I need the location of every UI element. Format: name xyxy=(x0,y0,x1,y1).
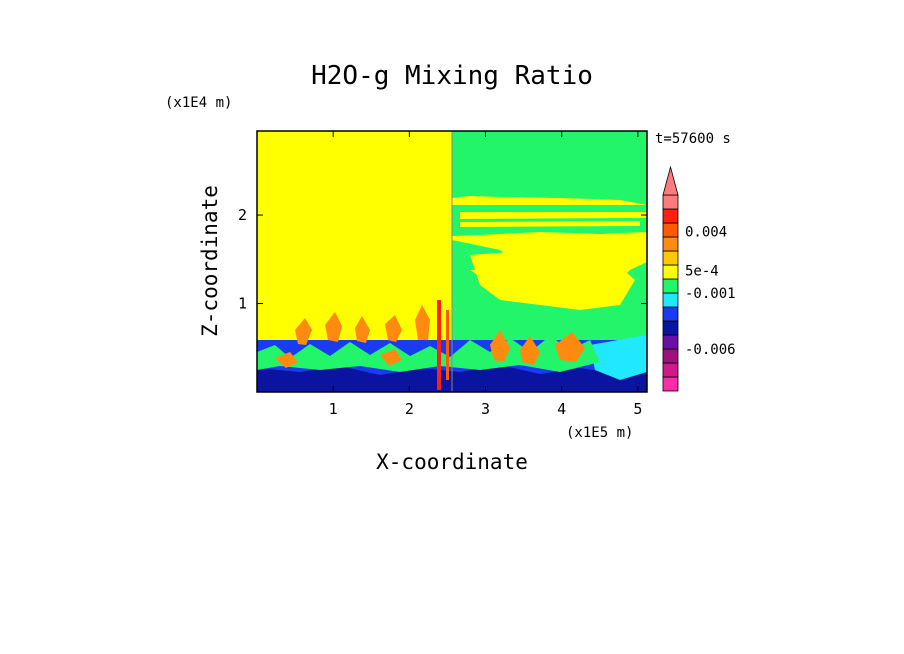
field-orange-plume-6 xyxy=(490,330,510,362)
colorbar-segment-7 xyxy=(662,278,679,294)
field-red-filament-2 xyxy=(446,310,449,380)
y-tick-label-0: 1 xyxy=(238,295,247,313)
field-green-plumes xyxy=(257,336,600,372)
colorbar-label-2: 5e-4 xyxy=(685,264,719,280)
field-yellow-streak-2 xyxy=(460,221,640,227)
field-orange-plume-3 xyxy=(355,316,370,343)
field-orange-blob-2 xyxy=(380,349,402,366)
colorbar-segment-6 xyxy=(662,292,679,308)
colorbar-segment-9 xyxy=(662,250,679,266)
x-axis-title: X-coordinate xyxy=(376,450,528,474)
field-orange-plume-4 xyxy=(385,315,402,342)
colorbar-segment-2 xyxy=(662,348,679,364)
y-axis-title: Z-coordinate xyxy=(198,185,222,337)
x-tick-label-3: 4 xyxy=(557,400,566,418)
field-yellow-lobe xyxy=(470,250,635,310)
field-green-band xyxy=(452,205,647,236)
field-orange-plume-8 xyxy=(555,332,585,362)
colorbar-segment-1 xyxy=(662,362,679,378)
colorbar-segment-13 xyxy=(662,194,679,210)
colorbar-segment-5 xyxy=(662,306,679,322)
y-tick-label-1: 2 xyxy=(238,206,247,224)
y-axis-unit: (x1E4 m) xyxy=(165,95,232,111)
colorbar-segment-0 xyxy=(662,376,679,392)
colorbar: -0.006 -0.001 5e-4 0.004 xyxy=(662,165,736,392)
field-orange-plume-1 xyxy=(295,318,312,345)
field-yellow-streak xyxy=(460,212,647,219)
chart-title: H2O-g Mixing Ratio xyxy=(311,61,593,91)
y-axis-ticks: 12 xyxy=(238,206,647,313)
colorbar-segment-4 xyxy=(662,320,679,336)
field-orange-blob-1 xyxy=(275,352,298,368)
field-red-filament-1 xyxy=(437,300,441,390)
colorbar-label-0: -0.006 xyxy=(685,342,736,358)
x-tick-label-4: 5 xyxy=(633,400,642,418)
colorbar-segment-8 xyxy=(662,264,679,280)
field-cyan-patch xyxy=(590,335,647,380)
colorbar-segment-12 xyxy=(662,208,679,224)
x-tick-label-1: 2 xyxy=(405,400,414,418)
x-axis-ticks: 1 2 3 4 5 xyxy=(329,131,642,418)
contour-field xyxy=(257,131,647,392)
field-orange-plume-5 xyxy=(415,305,430,340)
time-label: t=57600 s xyxy=(655,131,731,147)
colorbar-segment-3 xyxy=(662,334,679,350)
field-green-upper-right xyxy=(452,131,647,205)
colorbar-segment-11 xyxy=(662,222,679,238)
colorbar-label-3: 0.004 xyxy=(685,224,727,240)
x-tick-label-0: 1 xyxy=(329,400,338,418)
x-tick-label-2: 3 xyxy=(481,400,490,418)
x-axis-unit: (x1E5 m) xyxy=(566,425,633,441)
field-orange-plume-7 xyxy=(520,336,540,365)
colorbar-extend-arrow xyxy=(662,165,679,196)
colorbar-label-1: -0.001 xyxy=(685,286,736,302)
field-orange-plume-2 xyxy=(325,312,342,342)
plot-frame xyxy=(256,130,648,393)
colorbar-segment-10 xyxy=(662,236,679,252)
